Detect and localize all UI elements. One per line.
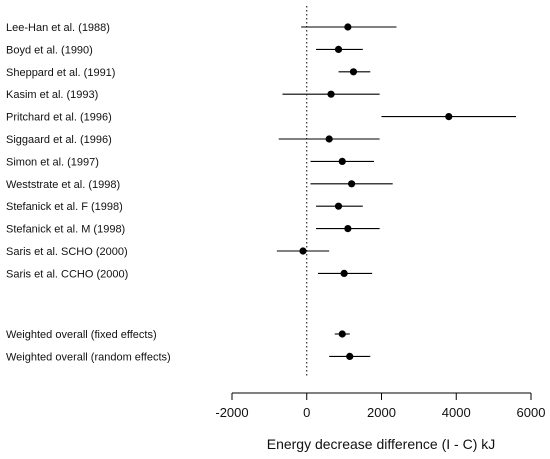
x-tick-label-3: 2000 (367, 405, 396, 420)
study-10-label: Stefanick et al. M (1998) (6, 224, 125, 236)
study-1-point (344, 23, 352, 31)
study-11-label: Saris et al. SCHO (2000) (6, 246, 128, 258)
overall-2-label: Weighted overall (random effects) (6, 351, 171, 363)
study-5-point (445, 113, 453, 121)
study-rows: Lee-Han et al. (1988) Boyd et al. (1990) S… (6, 22, 517, 363)
study-2-point (334, 45, 343, 54)
study-6-label: Siggaard et al. (1996) (6, 134, 112, 146)
study-12-label: Saris et al. CCHO (2000) (6, 268, 128, 280)
study-5-label: Pritchard et al. (1996) (6, 112, 112, 124)
x-axis: -2000 0 2000 4000 6000 (215, 392, 546, 420)
x-tick-label-5: 6000 (517, 405, 546, 420)
overall-1-point (338, 330, 346, 338)
overall-1-label: Weighted overall (fixed effects) (6, 329, 157, 341)
x-tick-label-1: -2000 (215, 405, 248, 420)
study-2-label: Boyd et al. (1990) (6, 44, 93, 56)
study-9-point (334, 202, 343, 210)
study-1-label: Lee-Han et al. (1988) (6, 22, 110, 34)
study-9-label: Stefanick et al. F (1998) (6, 201, 123, 213)
x-axis-title: Energy decrease difference (I - C) kJ (267, 436, 496, 452)
study-8-label: Weststrate et al. (1998) (6, 179, 120, 191)
study-4-point (327, 90, 335, 98)
study-8-point (348, 180, 356, 188)
overall-2-point (346, 352, 354, 360)
study-3-point (349, 68, 358, 76)
x-tick-label-4: 4000 (442, 405, 471, 420)
study-3-label: Sheppard et al. (1991) (6, 67, 115, 79)
study-10-point (344, 225, 352, 233)
x-tick-label-2: 0 (303, 405, 310, 420)
study-7-point (338, 157, 346, 165)
study-7-label: Simon et al. (1997) (6, 156, 99, 168)
study-4-label: Kasim et al. (1993) (6, 89, 98, 101)
study-12-point (340, 269, 348, 277)
study-11-point (299, 247, 307, 255)
study-6-point (325, 135, 333, 143)
